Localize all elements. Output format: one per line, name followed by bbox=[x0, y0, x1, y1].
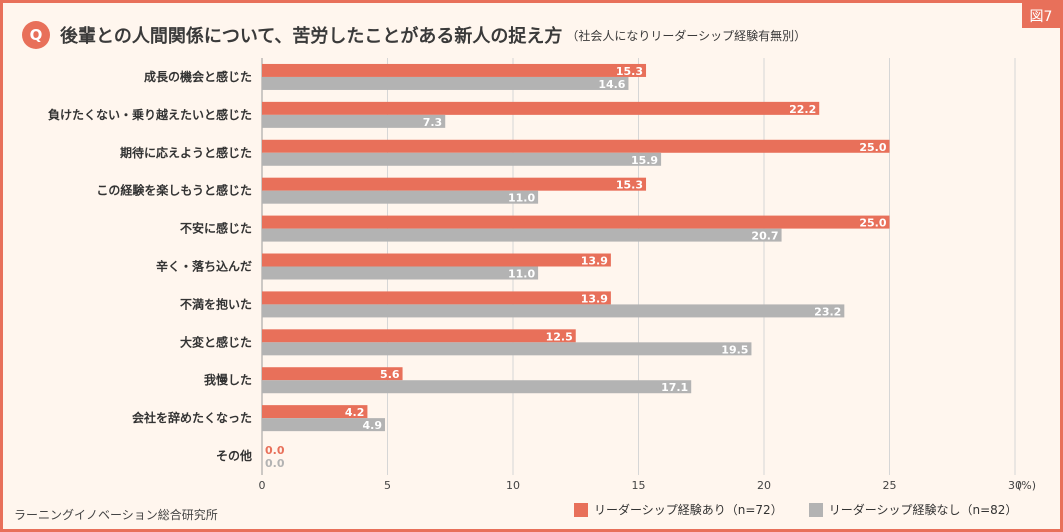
category-label: 負けたくない・乗り越えたいと感じた bbox=[48, 107, 252, 122]
category-label: この経験を楽しもうと感じた bbox=[96, 183, 252, 198]
bar-with-leadership bbox=[262, 63, 647, 77]
bar-without-leadership bbox=[262, 114, 446, 128]
bar-without-leadership bbox=[262, 418, 385, 432]
data-label: 13.9 bbox=[581, 255, 608, 268]
data-label: 15.3 bbox=[616, 65, 643, 78]
bar-without-leadership bbox=[262, 342, 752, 356]
data-label: 14.6 bbox=[598, 78, 625, 91]
legend-label-without: リーダーシップ経験なし（n=82） bbox=[828, 503, 1018, 517]
data-label: 4.9 bbox=[362, 419, 382, 432]
bar-with-leadership bbox=[262, 101, 820, 115]
category-label: 期待に応えようと感じた bbox=[120, 145, 252, 160]
category-label: 辛く・落ち込んだ bbox=[156, 259, 252, 274]
data-label: 22.2 bbox=[789, 103, 816, 116]
legend-swatch-with bbox=[574, 502, 588, 517]
data-label: 23.2 bbox=[814, 305, 841, 318]
data-label: 7.3 bbox=[423, 116, 443, 129]
category-label: 我慢した bbox=[204, 372, 252, 387]
legend: リーダーシップ経験あり（n=72） リーダーシップ経験なし（n=82） bbox=[574, 501, 1043, 518]
bar-without-leadership bbox=[262, 304, 845, 318]
legend-item-without-leadership: リーダーシップ経験なし（n=82） bbox=[808, 501, 1018, 518]
data-label: 11.0 bbox=[508, 192, 535, 205]
chart-subtitle: （社会人になりリーダーシップ経験有無別） bbox=[566, 28, 807, 43]
bar-without-leadership bbox=[262, 228, 782, 242]
bar-with-leadership bbox=[262, 215, 890, 229]
bar-without-leadership bbox=[262, 76, 629, 90]
data-label: 17.1 bbox=[661, 381, 688, 394]
data-label: 0.0 bbox=[265, 444, 285, 457]
data-label: 4.2 bbox=[345, 406, 365, 419]
category-label: 成長の機会と感じた bbox=[144, 69, 252, 84]
chart-title: 後輩との人間関係について、苦労したことがある新人の捉え方 （社会人になりリーダー… bbox=[60, 21, 806, 49]
data-label: 25.0 bbox=[859, 217, 886, 230]
data-label: 13.9 bbox=[581, 292, 608, 305]
data-label: 15.3 bbox=[616, 179, 643, 192]
x-axis-unit: (%) bbox=[1017, 479, 1036, 492]
source-credit: ラーニングイノベーション総合研究所 bbox=[14, 508, 218, 522]
x-tick-label: 25 bbox=[883, 479, 897, 492]
x-tick-label: 20 bbox=[757, 479, 771, 492]
x-tick-label: 10 bbox=[506, 479, 520, 492]
legend-label-with: リーダーシップ経験あり（n=72） bbox=[594, 503, 783, 517]
bar-without-leadership bbox=[262, 380, 692, 394]
category-label: 会社を辞めたくなった bbox=[132, 410, 252, 425]
bar-with-leadership bbox=[262, 177, 647, 191]
bar-with-leadership bbox=[262, 367, 403, 381]
bar-with-leadership bbox=[262, 291, 611, 305]
category-label: その他 bbox=[216, 448, 252, 463]
bar-without-leadership bbox=[262, 266, 539, 280]
data-label: 15.9 bbox=[631, 154, 658, 167]
data-label: 5.6 bbox=[380, 368, 400, 381]
data-label: 0.0 bbox=[265, 457, 285, 470]
x-tick-label: 0 bbox=[259, 479, 266, 492]
category-label: 大変と感じた bbox=[180, 334, 252, 349]
question-badge: Q bbox=[22, 21, 50, 49]
bar-with-leadership bbox=[262, 253, 611, 267]
bar-with-leadership bbox=[262, 139, 890, 153]
legend-item-with-leadership: リーダーシップ経験あり（n=72） bbox=[574, 501, 783, 518]
x-tick-label: 5 bbox=[384, 479, 391, 492]
bar-with-leadership bbox=[262, 329, 576, 343]
bar-without-leadership bbox=[262, 190, 539, 204]
bar-with-leadership bbox=[262, 405, 368, 419]
legend-swatch-without bbox=[808, 502, 823, 517]
data-label: 20.7 bbox=[751, 230, 778, 243]
data-label: 25.0 bbox=[859, 141, 886, 154]
category-label: 不満を抱いた bbox=[180, 296, 252, 311]
data-label: 12.5 bbox=[546, 330, 573, 343]
x-tick-label: 15 bbox=[632, 479, 646, 492]
x-tick-label: 30 bbox=[1008, 479, 1022, 492]
data-label: 19.5 bbox=[721, 343, 748, 356]
category-label: 不安に感じた bbox=[180, 221, 252, 236]
data-label: 11.0 bbox=[508, 268, 535, 281]
chart-title-text: 後輩との人間関係について、苦労したことがある新人の捉え方 bbox=[60, 26, 563, 47]
bar-without-leadership bbox=[262, 152, 662, 166]
figure-number-tag: 図7 bbox=[1022, 3, 1060, 28]
